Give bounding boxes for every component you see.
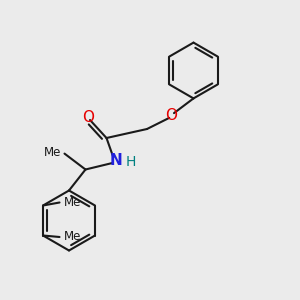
Text: H: H [126,155,136,169]
Text: Me: Me [44,146,61,159]
Text: Me: Me [64,230,81,244]
Text: N: N [110,153,123,168]
Text: O: O [82,110,94,124]
Text: Me: Me [64,196,81,209]
Text: O: O [166,108,178,123]
